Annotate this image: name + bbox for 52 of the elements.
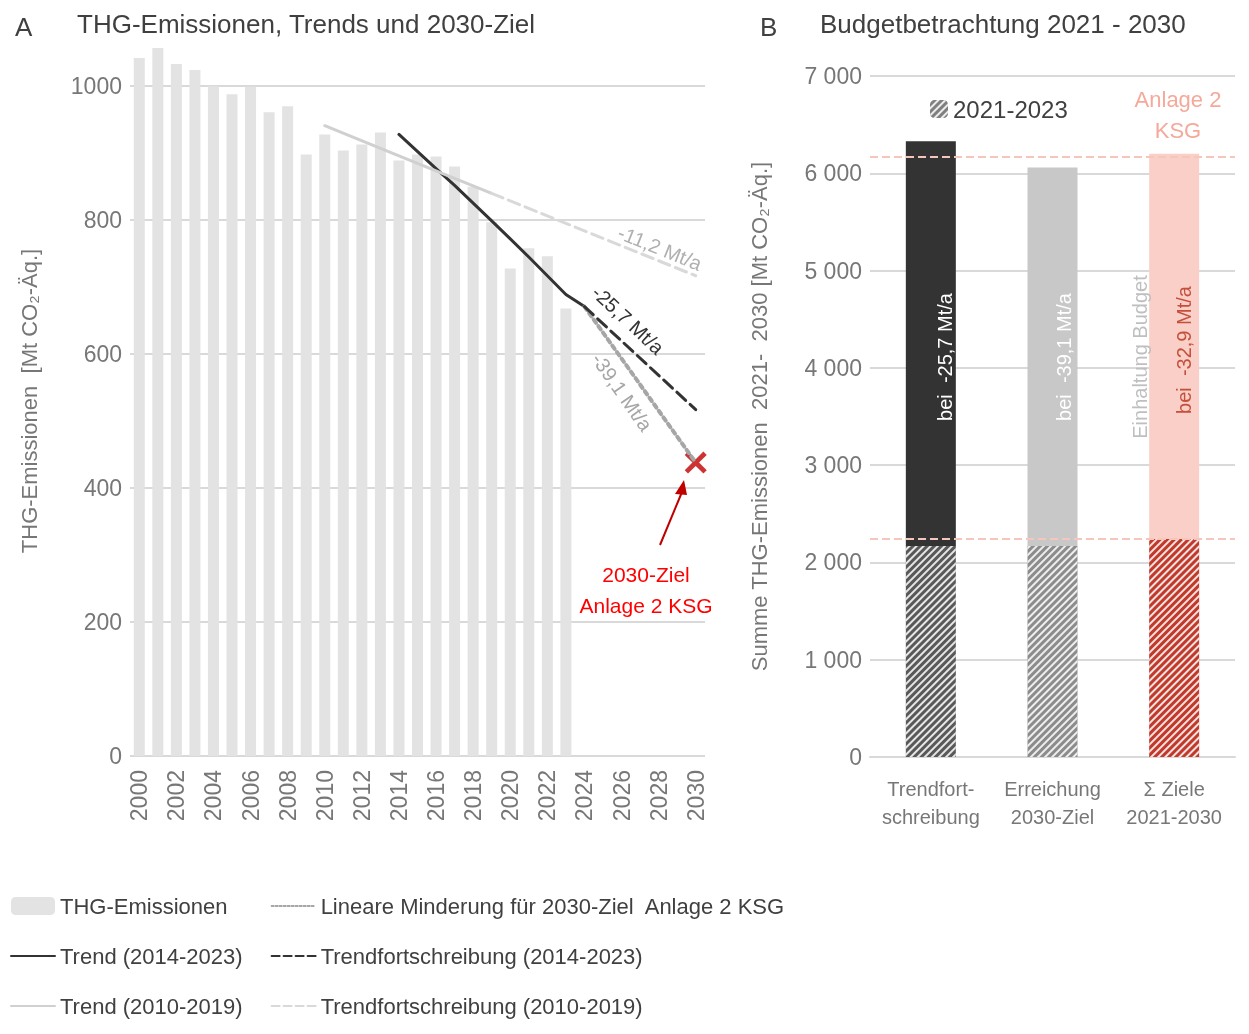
y-axis-title: THG-Emissionen [Mt CO₂-Äq.] — [16, 248, 42, 554]
y-tick-label: 0 — [109, 743, 122, 769]
y-tick-label: 3 000 — [804, 452, 862, 479]
y-tick-label: 800 — [83, 207, 122, 234]
x-tick-label: 2026 — [608, 770, 635, 822]
chart-title: Budgetbetrachtung 2021 - 2030 — [820, 9, 1186, 39]
y-axis-title: Summe THG-Emissionen 2021- 2030 [Mt CO₂-Äq.] — [746, 161, 772, 672]
legend-label: Trendfortschreibung (2010-2019) — [320, 993, 643, 1019]
y-tick-label: 6 000 — [804, 160, 862, 187]
annotation: -11,2 Mt/a — [614, 221, 706, 276]
legend-label: Trendfortschreibung (2014-2023) — [320, 943, 643, 969]
y-tick-label: 7 000 — [804, 63, 862, 89]
x-tick-label: 2020 — [497, 770, 524, 822]
legend-label: Trend (2010-2019) — [60, 993, 243, 1019]
y-tick-label: 5 000 — [804, 257, 862, 284]
legend-label: 2021-2023 — [953, 95, 1068, 123]
annotation: bei -25,7 Mt/a — [934, 292, 956, 421]
annotation: Anlage 2 KSG — [1134, 86, 1222, 144]
x-tick-label: 2002 — [163, 770, 190, 822]
x-tick-label: Erreichung 2030-Ziel — [1004, 778, 1101, 828]
x-tick-label: 2016 — [423, 770, 450, 822]
x-tick-label: 2004 — [200, 769, 227, 822]
x-tick-label: 2014 — [385, 769, 412, 822]
x-tick-label: 2012 — [348, 770, 375, 822]
y-tick-label: 2 000 — [804, 549, 862, 576]
x-tick-label: Trendfort- schreibung — [881, 778, 980, 828]
y-tick-label: 1 000 — [804, 646, 862, 673]
x-tick-label: 2022 — [534, 770, 561, 822]
legend-label: Trend (2014-2023) — [60, 943, 243, 969]
x-tick-label: 2018 — [460, 770, 487, 822]
annotation: Einhaltung Budget — [1129, 274, 1151, 439]
y-tick-label: 200 — [83, 609, 122, 636]
x-tick-label: 2028 — [645, 770, 672, 822]
y-tick-label: 600 — [83, 341, 122, 368]
annotation: 2030-Ziel Anlage 2 KSG — [579, 563, 713, 617]
text: A — [15, 11, 33, 42]
x-tick-label: 2010 — [311, 770, 338, 822]
x-tick-label: 2008 — [274, 770, 301, 822]
y-tick-label: 1000 — [70, 73, 122, 100]
x-tick-label: 2030 — [682, 770, 709, 822]
y-tick-label: 400 — [83, 475, 122, 502]
x-tick-label: 2006 — [237, 770, 264, 822]
text: B — [760, 11, 778, 42]
y-tick-label: 0 — [849, 744, 862, 770]
y-tick-label: 4 000 — [804, 354, 862, 381]
x-tick-label: 2024 — [571, 769, 598, 822]
annotation: bei -32,9 Mt/a — [1173, 285, 1195, 414]
legend-label: Lineare Minderung für 2030-Ziel Anlage 2 KSG — [320, 893, 785, 919]
chart-title: THG-Emissionen, Trends und 2030-Ziel — [77, 9, 536, 39]
x-tick-label: Σ Ziele 2021-2030 — [1126, 778, 1222, 828]
x-tick-label: 2000 — [126, 770, 153, 822]
legend-label: THG-Emissionen — [60, 893, 228, 919]
